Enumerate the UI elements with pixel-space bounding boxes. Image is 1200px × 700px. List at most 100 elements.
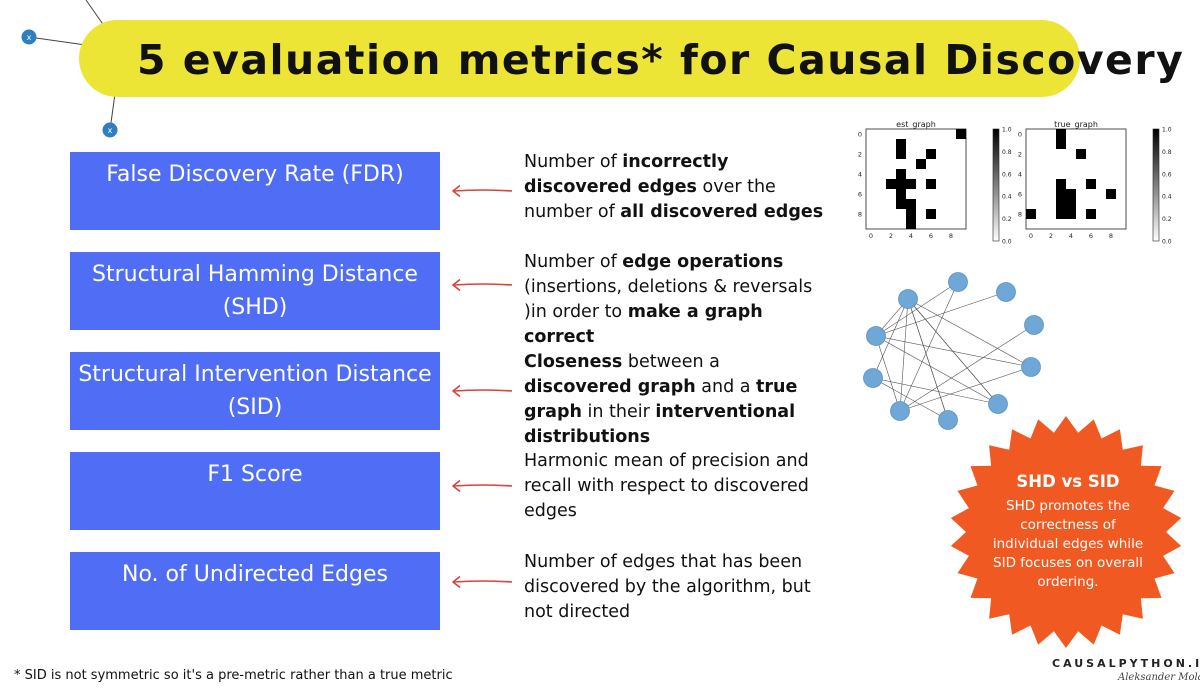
heatmap-cell bbox=[956, 129, 966, 139]
metric-description: Closeness between a discovered graph and… bbox=[524, 350, 824, 450]
description-bold-text: make a graph correct bbox=[524, 302, 763, 347]
y-tick-label: 8 bbox=[1018, 211, 1022, 219]
colorbar-tick-label: 0.4 bbox=[1162, 194, 1172, 201]
graph-edge bbox=[899, 298, 910, 412]
heatmap-cell bbox=[896, 169, 906, 179]
description-text: in their bbox=[581, 402, 656, 422]
y-tick-label: 0 bbox=[1018, 131, 1022, 139]
heatmap-cell bbox=[906, 219, 916, 229]
y-tick-label: 6 bbox=[858, 191, 862, 199]
heatmap-cell bbox=[1066, 189, 1076, 199]
x-tick-label: 6 bbox=[1089, 232, 1093, 240]
svg-text:x: x bbox=[108, 126, 113, 135]
y-tick-label: 6 bbox=[1018, 191, 1022, 199]
metric-description: Number of edges that has been discovered… bbox=[524, 550, 824, 625]
graph-node bbox=[938, 410, 958, 430]
metric-description: Number of incorrectly discovered edges o… bbox=[524, 150, 824, 225]
heatmap-cell bbox=[916, 159, 926, 169]
colorbar-tick-label: 1.0 bbox=[1162, 127, 1172, 134]
shd-vs-sid-badge bbox=[950, 416, 1182, 648]
heatmap-cell bbox=[906, 199, 916, 209]
description-bold-text: edge operations bbox=[622, 252, 784, 272]
badge-shape bbox=[950, 416, 1182, 648]
x-tick-label: 8 bbox=[949, 232, 953, 240]
heatmap-cell bbox=[1086, 179, 1096, 189]
y-tick-label: 2 bbox=[1018, 151, 1022, 159]
svg-text:x: x bbox=[27, 33, 32, 42]
heatmap-cell bbox=[1066, 209, 1076, 219]
heatmap-title: true_graph bbox=[1054, 120, 1098, 129]
graph-edge bbox=[872, 298, 909, 379]
pointer-arrow bbox=[452, 278, 513, 292]
metric-box: False Discovery Rate (FDR) bbox=[70, 152, 440, 230]
badge-content: SHD vs SID SHD promotes the correctness … bbox=[990, 470, 1146, 592]
heatmap-cell bbox=[896, 189, 906, 199]
graph-edge bbox=[872, 377, 949, 421]
description-text: Harmonic mean of precision and recall wi… bbox=[524, 451, 809, 521]
pointer-arrow bbox=[452, 384, 513, 398]
badge-body: SHD promotes the correctness of individu… bbox=[992, 498, 1144, 590]
description-bold-text: all discovered edges bbox=[620, 202, 824, 222]
brand-logo: CAUSALPYTHON.IO bbox=[1052, 657, 1200, 670]
heatmap-cell bbox=[926, 149, 936, 159]
x-tick-label: 0 bbox=[1029, 232, 1033, 240]
heatmap-cell bbox=[1026, 209, 1036, 219]
causal-graph-illustration bbox=[863, 272, 1044, 430]
description-bold-text: discovered graph bbox=[524, 377, 696, 397]
description-text: Number of bbox=[524, 252, 623, 272]
heatmap-cell bbox=[1056, 179, 1066, 189]
colorbar-tick-label: 0.8 bbox=[1002, 149, 1012, 156]
description-text: and a bbox=[695, 377, 757, 397]
heatmap-cell bbox=[896, 199, 906, 209]
x-tick-label: 0 bbox=[869, 232, 873, 240]
heatmap-cell bbox=[1056, 209, 1066, 219]
metric-box: Structural Hamming Distance (SHD) bbox=[70, 252, 440, 330]
graph-node bbox=[1024, 315, 1044, 335]
heatmap-1: true_graph 0 0 2 2 4 4 6 6 8 8 1.0 0.8 0.6 0.4 0.2 0.0 bbox=[1018, 120, 1172, 246]
colorbar-tick-label: 0.0 bbox=[1162, 239, 1172, 246]
heatmap-cell bbox=[1076, 149, 1086, 159]
author-signature: Aleksander Molak bbox=[1118, 672, 1200, 683]
graph-edge bbox=[875, 335, 1032, 368]
x-tick-label: 2 bbox=[889, 232, 893, 240]
graph-edge bbox=[907, 298, 949, 421]
title-banner bbox=[79, 20, 1080, 97]
heatmap-0: est_graph 0 0 2 2 4 4 6 6 8 8 1.0 0.8 0.6 0.4 0.2 0.0 bbox=[858, 120, 1012, 246]
graph-edge bbox=[875, 335, 999, 405]
heatmap-title: est_graph bbox=[896, 120, 936, 129]
colorbar bbox=[992, 128, 1000, 242]
metric-box: Structural Intervention Distance (SID) bbox=[70, 352, 440, 430]
footnote: * SID is not symmetric so it's a pre-met… bbox=[14, 668, 453, 683]
metric-box: No. of Undirected Edges bbox=[70, 552, 440, 630]
heatmap-cell bbox=[1106, 189, 1116, 199]
y-tick-label: 2 bbox=[858, 151, 862, 159]
pointer-arrow bbox=[452, 184, 513, 198]
y-tick-label: 4 bbox=[858, 171, 862, 179]
metric-box: F1 Score bbox=[70, 452, 440, 530]
heatmap-cell bbox=[896, 139, 906, 149]
x-tick-label: 6 bbox=[929, 232, 933, 240]
x-tick-label: 4 bbox=[1069, 232, 1073, 240]
heatmap-cell bbox=[906, 209, 916, 219]
graph-node bbox=[898, 289, 918, 309]
description-bold-text: interventional distributions bbox=[524, 402, 796, 447]
colorbar-tick-label: 0.8 bbox=[1162, 149, 1172, 156]
description-bold-text: true graph bbox=[524, 377, 798, 422]
graph-node bbox=[996, 282, 1016, 302]
graph-edge bbox=[907, 298, 1032, 368]
heatmap-cell bbox=[896, 179, 906, 189]
page-title: 5 evaluation metrics* for Causal Discove… bbox=[137, 36, 1185, 84]
metric-description: Number of edge operations (insertions, d… bbox=[524, 250, 824, 350]
heatmap-cell bbox=[926, 209, 936, 219]
y-tick-label: 4 bbox=[1018, 171, 1022, 179]
colorbar-tick-label: 0.4 bbox=[1002, 194, 1012, 201]
graph-edge bbox=[899, 366, 1032, 412]
colorbar bbox=[1152, 128, 1160, 242]
heatmap-cell bbox=[1056, 189, 1066, 199]
x-tick-label: 4 bbox=[909, 232, 913, 240]
colorbar-tick-label: 0.6 bbox=[1002, 171, 1012, 178]
description-text: Number of bbox=[524, 152, 623, 172]
graph-node bbox=[948, 272, 968, 292]
graph-node bbox=[1021, 357, 1041, 377]
x-tick-label: 2 bbox=[1049, 232, 1053, 240]
